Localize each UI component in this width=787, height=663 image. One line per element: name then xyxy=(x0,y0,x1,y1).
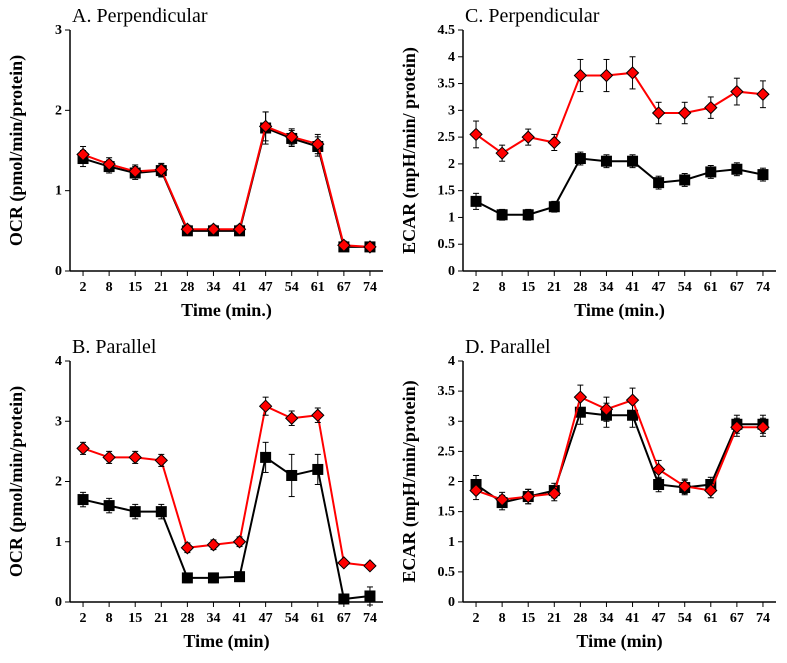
svg-text:74: 74 xyxy=(756,280,770,295)
svg-text:34: 34 xyxy=(206,611,220,626)
svg-text:67: 67 xyxy=(337,611,351,626)
svg-text:4: 4 xyxy=(448,50,455,65)
svg-text:0.5: 0.5 xyxy=(438,237,456,252)
svg-text:47: 47 xyxy=(652,611,666,626)
svg-text:4: 4 xyxy=(55,354,62,369)
svg-text:21: 21 xyxy=(154,280,168,295)
x-axis-label: Time (min) xyxy=(183,631,269,652)
svg-text:41: 41 xyxy=(233,611,247,626)
panel-title: C. Perpendicular xyxy=(465,5,600,27)
y-axis-label: ECAR (mpH/min/protein) xyxy=(399,380,420,582)
svg-text:15: 15 xyxy=(521,611,535,626)
svg-text:2: 2 xyxy=(448,475,455,490)
y-axis-label: OCR (pmol/min/protein) xyxy=(6,55,27,246)
svg-text:2: 2 xyxy=(473,611,480,626)
y-axis-label: OCR (pmol/min/protein) xyxy=(6,386,27,577)
svg-text:3: 3 xyxy=(55,414,62,429)
svg-text:74: 74 xyxy=(363,611,377,626)
svg-text:15: 15 xyxy=(128,611,142,626)
svg-text:28: 28 xyxy=(573,280,587,295)
svg-text:47: 47 xyxy=(652,280,666,295)
panel-C: 00.511.522.533.544.528152128344147546167… xyxy=(393,0,786,331)
svg-text:74: 74 xyxy=(363,280,377,295)
svg-text:2.5: 2.5 xyxy=(438,444,456,459)
svg-text:61: 61 xyxy=(311,611,325,626)
svg-text:0.5: 0.5 xyxy=(438,565,456,580)
svg-text:54: 54 xyxy=(678,280,692,295)
svg-text:2: 2 xyxy=(473,280,480,295)
svg-text:4.5: 4.5 xyxy=(438,23,456,38)
svg-text:67: 67 xyxy=(337,280,351,295)
svg-text:61: 61 xyxy=(311,280,325,295)
svg-text:61: 61 xyxy=(704,611,718,626)
x-axis-label: Time (min.) xyxy=(574,300,665,321)
svg-text:54: 54 xyxy=(285,611,299,626)
svg-text:61: 61 xyxy=(704,280,718,295)
svg-text:8: 8 xyxy=(499,280,506,295)
svg-text:15: 15 xyxy=(128,280,142,295)
svg-text:0: 0 xyxy=(55,264,62,279)
x-axis-label: Time (min.) xyxy=(181,300,272,321)
svg-text:15: 15 xyxy=(521,280,535,295)
svg-text:41: 41 xyxy=(233,280,247,295)
panel-title: D. Parallel xyxy=(465,336,551,358)
panel-title: A. Perpendicular xyxy=(72,5,208,27)
svg-text:8: 8 xyxy=(106,611,113,626)
panel-B: 012342815212834414754616774Time (min)OCR… xyxy=(0,331,393,662)
svg-text:21: 21 xyxy=(547,280,561,295)
svg-text:54: 54 xyxy=(678,611,692,626)
svg-text:34: 34 xyxy=(599,611,613,626)
svg-text:28: 28 xyxy=(180,280,194,295)
svg-text:4: 4 xyxy=(448,354,455,369)
svg-text:21: 21 xyxy=(154,611,168,626)
svg-text:2: 2 xyxy=(80,611,87,626)
svg-text:2: 2 xyxy=(80,280,87,295)
svg-text:21: 21 xyxy=(547,611,561,626)
svg-text:47: 47 xyxy=(259,280,273,295)
svg-text:3.5: 3.5 xyxy=(438,77,456,92)
svg-text:3: 3 xyxy=(55,23,62,38)
svg-text:2: 2 xyxy=(55,475,62,490)
svg-text:67: 67 xyxy=(730,611,744,626)
svg-text:0: 0 xyxy=(448,595,455,610)
svg-text:0: 0 xyxy=(448,264,455,279)
panel-A: 01232815212834414754616774Time (min.)OCR… xyxy=(0,0,393,331)
svg-text:34: 34 xyxy=(599,280,613,295)
svg-text:28: 28 xyxy=(573,611,587,626)
panel-D: 00.511.522.533.542815212834414754616774T… xyxy=(393,331,786,662)
svg-text:67: 67 xyxy=(730,280,744,295)
y-axis-label: ECAR (mpH/min/ protein) xyxy=(399,47,420,254)
svg-text:3.5: 3.5 xyxy=(438,384,456,399)
svg-text:3: 3 xyxy=(448,414,455,429)
svg-text:3: 3 xyxy=(448,103,455,118)
svg-text:74: 74 xyxy=(756,611,770,626)
svg-text:34: 34 xyxy=(206,280,220,295)
svg-text:1.5: 1.5 xyxy=(438,505,456,520)
svg-text:1: 1 xyxy=(55,184,62,199)
svg-text:47: 47 xyxy=(259,611,273,626)
x-axis-label: Time (min) xyxy=(576,631,662,652)
svg-text:28: 28 xyxy=(180,611,194,626)
svg-text:1.5: 1.5 xyxy=(438,184,456,199)
panel-title: B. Parallel xyxy=(72,336,157,358)
svg-text:0: 0 xyxy=(55,595,62,610)
svg-text:2: 2 xyxy=(55,103,62,118)
svg-text:41: 41 xyxy=(626,611,640,626)
svg-text:2: 2 xyxy=(448,157,455,172)
svg-text:2.5: 2.5 xyxy=(438,130,456,145)
svg-text:1: 1 xyxy=(448,535,455,550)
svg-text:1: 1 xyxy=(55,535,62,550)
svg-text:8: 8 xyxy=(106,280,113,295)
svg-text:1: 1 xyxy=(448,210,455,225)
svg-text:54: 54 xyxy=(285,280,299,295)
svg-text:8: 8 xyxy=(499,611,506,626)
figure: 01232815212834414754616774Time (min.)OCR… xyxy=(0,0,787,663)
svg-text:41: 41 xyxy=(626,280,640,295)
